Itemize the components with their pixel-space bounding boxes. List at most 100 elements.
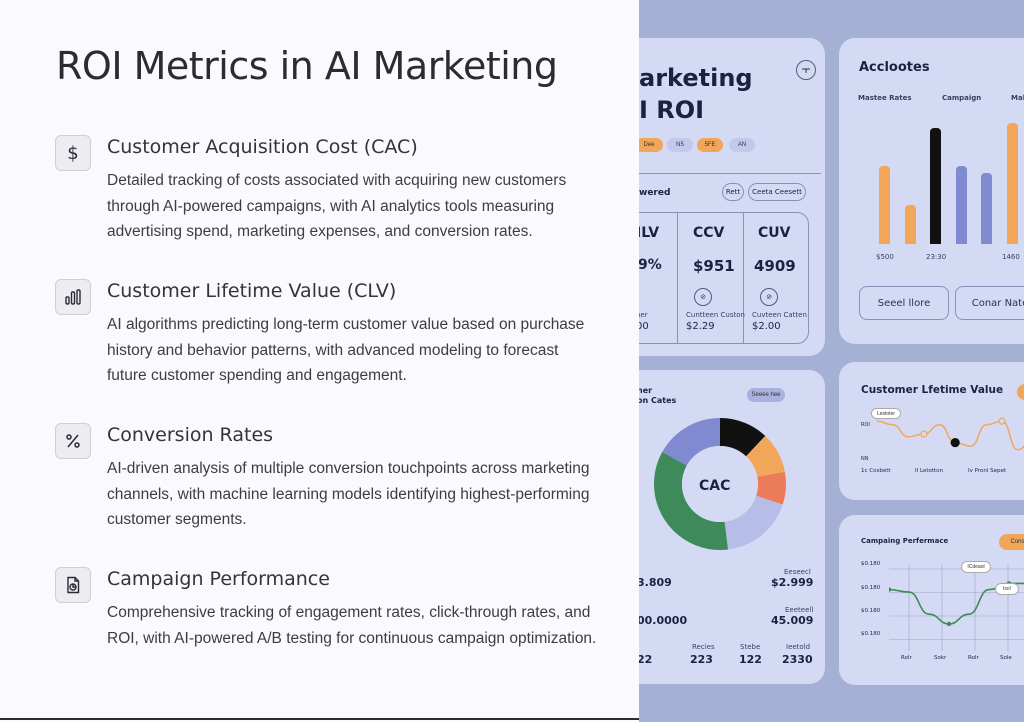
- axis-label: 1460: [1002, 253, 1020, 261]
- page-title: ROI Metrics in AI Marketing: [56, 44, 558, 88]
- axis-label: Rolr: [968, 655, 979, 661]
- column-sub-label: Cuvteen Catten: [752, 311, 807, 319]
- data-point: [889, 587, 892, 592]
- metric-title: Customer Lifetime Value (CLV): [107, 280, 397, 302]
- metric-title: Conversion Rates: [107, 424, 274, 446]
- cac-donut-card: ner on Cates Seeee hee CAC 3.809 Eeseecl…: [639, 370, 825, 684]
- axis-label: $0.180: [861, 561, 881, 567]
- info-icon[interactable]: ⊘: [760, 288, 778, 306]
- stat-value: 45.009: [771, 614, 814, 627]
- metric-description: Comprehensive tracking of engagement rat…: [107, 604, 597, 647]
- see-more-button[interactable]: Seeel llore: [859, 286, 949, 320]
- tag-chip[interactable]: Seeee hee: [747, 388, 785, 402]
- data-point: [950, 437, 960, 448]
- donut-slice: [654, 418, 786, 550]
- donut-slice: [654, 418, 786, 550]
- card-title: Acclootes: [859, 60, 930, 75]
- filter-button[interactable]: Ceeta Ceesett: [748, 183, 806, 201]
- axis-label: $0.180: [861, 585, 881, 591]
- dashboard-illustration: arketing I ROI Dee N5 5FE AN wered Rett …: [639, 0, 1024, 722]
- stat-value: 122: [739, 653, 762, 666]
- metric-title: Campaign Performance: [107, 568, 330, 590]
- axis-label: Rolr: [901, 655, 912, 661]
- metric-description: AI-driven analysis of multiple conversio…: [107, 460, 590, 528]
- bar: [930, 127, 941, 244]
- reset-button[interactable]: Rett: [722, 183, 744, 201]
- content-panel: ROI Metrics in AI Marketing $ Customer A…: [0, 44, 639, 720]
- stat-value: 2330: [782, 653, 813, 666]
- filter-chip[interactable]: N5: [667, 138, 693, 152]
- metric-description: AI algorithms predicting long-term custo…: [107, 316, 585, 384]
- card-title: ner: [639, 386, 653, 395]
- data-point: [998, 417, 1006, 425]
- divider: [677, 213, 678, 343]
- card-title: Customer Lfetime Value: [861, 384, 1004, 396]
- roi-summary-card: arketing I ROI Dee N5 5FE AN wered Rett …: [639, 38, 825, 356]
- stat-label: Recies: [692, 643, 715, 651]
- stat-label: Eeeteell: [785, 606, 814, 614]
- filter-chip[interactable]: AN: [729, 138, 755, 152]
- tooltip: ICdeaol: [961, 561, 991, 573]
- clv-line-card: Customer Lfetime Value Lestoter ROI NN 1…: [839, 362, 1024, 500]
- filter-chip[interactable]: Dee: [639, 138, 663, 152]
- column-sub-label: ner: [639, 311, 648, 319]
- bar: [981, 173, 992, 244]
- column-sub-value: 00: [639, 321, 649, 332]
- stat-value: 00.0000: [639, 614, 688, 627]
- data-point: [946, 621, 952, 627]
- column-value: $951: [693, 257, 735, 275]
- bar: [879, 166, 890, 244]
- filter-chip[interactable]: 5FE: [697, 138, 723, 152]
- divider: [639, 173, 821, 174]
- axis-label: Iv Pronl Sepet: [968, 468, 1007, 474]
- menu-icon[interactable]: [796, 60, 816, 80]
- column-label: Mastee Rates: [858, 94, 912, 102]
- bar: [955, 166, 967, 244]
- card-heading: I ROI: [639, 96, 705, 124]
- column-sub-value: $2.00: [752, 321, 781, 332]
- axis-label: 1c Cosbett: [861, 468, 891, 474]
- tag-chip[interactable]: [1017, 384, 1024, 400]
- donut-hole: [682, 446, 758, 522]
- card-heading: arketing: [639, 64, 753, 92]
- info-icon[interactable]: ⊘: [694, 288, 712, 306]
- divider: [743, 213, 744, 343]
- series-line: [889, 582, 1024, 625]
- column-value: 9%: [639, 257, 662, 273]
- stat-label: Ieetold: [786, 643, 811, 651]
- axis-label: Sokr: [934, 655, 947, 661]
- bar-chart-icon: [55, 279, 91, 315]
- donut-label: CAC: [699, 478, 731, 494]
- line-chart: [877, 417, 1024, 451]
- line-chart: [889, 565, 1024, 651]
- axis-label: $0.180: [861, 631, 881, 637]
- axis-label: ROI: [861, 422, 870, 428]
- column-label: Mala: [1011, 94, 1024, 102]
- card-title: Campaing Perfermace: [861, 537, 949, 545]
- dollar-icon: $: [55, 135, 91, 171]
- stat-value: 3.809: [639, 576, 672, 589]
- campaign-performance-card: Campaing Perfermace Conslt $0.180 $0.180…: [839, 515, 1024, 685]
- bar-chart: [879, 118, 1024, 244]
- data-point: [920, 430, 928, 438]
- axis-label: NN: [861, 456, 869, 462]
- compare-button[interactable]: Conar Nate: [955, 286, 1024, 320]
- column-label: ILV: [639, 225, 660, 241]
- tag-chip[interactable]: Conslt: [999, 534, 1024, 550]
- tooltip: Lestoter: [871, 408, 901, 419]
- bar: [904, 205, 916, 244]
- metric-description: Detailed tracking of costs associated wi…: [107, 172, 567, 240]
- bar: [1006, 122, 1018, 244]
- percent-icon: [55, 423, 91, 459]
- stat-label: Eeseecl: [784, 568, 811, 576]
- card-title: on Cates: [639, 396, 677, 405]
- column-value: 4909: [754, 257, 796, 275]
- donut-chart: [654, 418, 786, 550]
- metrics-table: ILV 9% ner 00 CCV $951 ⊘ Cuntteen Custon…: [639, 212, 809, 344]
- stat-value: 22: [639, 653, 653, 666]
- tooltip: Iso!: [995, 583, 1019, 595]
- divider: [0, 718, 639, 720]
- column-sub-value: $2.29: [686, 321, 715, 332]
- accounts-bar-card: Acclootes Mastee Rates Campaign Mala $50…: [839, 38, 1024, 344]
- axis-label: $0.180: [861, 608, 881, 614]
